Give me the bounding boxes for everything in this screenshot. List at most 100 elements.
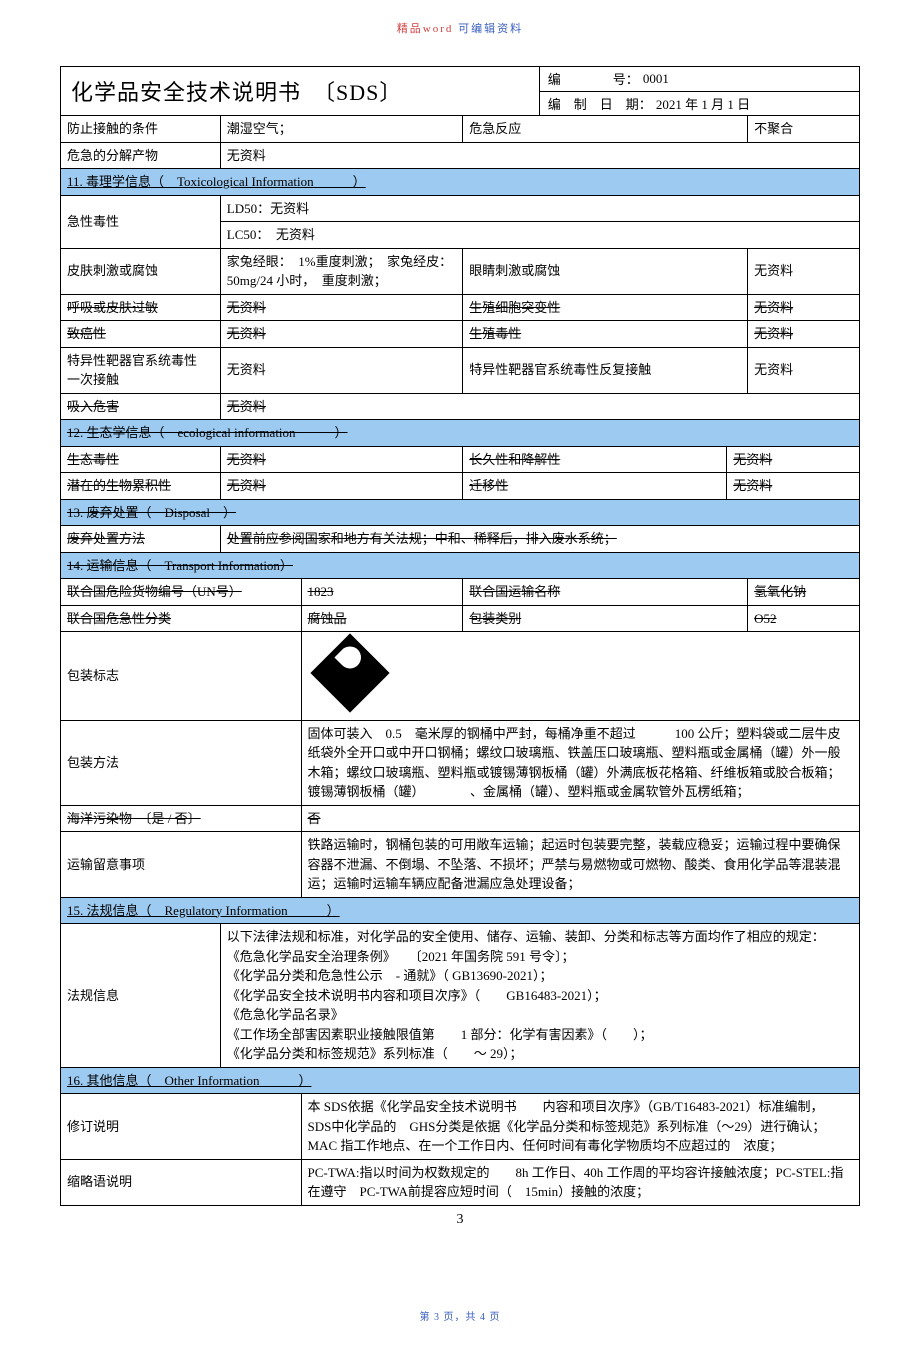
cell-value: 处置前应参阅国家和地方有关法规；中和、稀释后，排入废水系统； [220, 526, 859, 553]
table-row: 缩略语说明 PC-TWA:指以时间为权数规定的 8h 工作日、40h 工作周的平… [61, 1159, 860, 1205]
cell-value: LC50： 无资料 [220, 222, 859, 249]
table-row: 吸入危害 无资料 [61, 393, 860, 420]
table-row: 联合国危急性分类 腐蚀品 包装类别 O52 [61, 605, 860, 632]
cell-label: 联合国运输名称 [463, 579, 748, 606]
doc-number-value: 0001 [643, 71, 669, 87]
table-row: 特异性靶器官系统毒性 一次接触 无资料 特异性靶器官系统毒性反复接触 无资料 [61, 347, 860, 393]
table-row: 致癌性 无资料 生殖毒性 无资料 [61, 321, 860, 348]
cell-label: 防止接触的条件 [61, 116, 221, 143]
cell-value: 铁路运输时，钢桶包装的可用敞车运输；起运时包装要完整，装载应稳妥；运输过程中要确… [301, 832, 860, 898]
doc-date-row: 编 制 日 期： 2021 年 1 月 1 日 [540, 92, 859, 116]
corrosive-icon [310, 633, 389, 712]
table-row: 海洋污染物 〔是 / 否〕 否 [61, 805, 860, 832]
table-row: 法规信息 以下法律法规和标准，对化学品的安全使用、储存、运输、装卸、分类和标志等… [61, 924, 860, 1068]
cell-label: 危急反应 [463, 116, 748, 143]
cell-value [301, 632, 860, 721]
cell-label: 吸入危害 [61, 393, 221, 420]
cell-label: 迁移性 [463, 473, 727, 500]
table-row: 废弃处置方法 处置前应参阅国家和地方有关法规；中和、稀释后，排入废水系统； [61, 526, 860, 553]
page: 精品word 可编辑资料 化学品安全技术说明书 〔SDS〕 编 号： 0001 … [0, 0, 920, 1363]
cell-label: 生殖毒性 [463, 321, 748, 348]
cell-value: 1823 [301, 579, 463, 606]
cell-label: 急性毒性 [61, 195, 221, 248]
cell-label: 包装标志 [61, 632, 302, 721]
cell-label: 潜在的生物累积性 [61, 473, 221, 500]
cell-value: 无资料 [220, 321, 462, 348]
cell-value: 腐蚀品 [301, 605, 463, 632]
cell-value: PC-TWA:指以时间为权数规定的 8h 工作日、40h 工作周的平均容许接触浓… [301, 1159, 860, 1205]
cell-label: 法规信息 [61, 924, 221, 1068]
table-row: 皮肤刺激或腐蚀 家兔经眼： 1%重度刺激； 家兔经皮： 50mg/24 小时， … [61, 248, 860, 294]
cell-value: LD50：无资料 [220, 195, 859, 222]
cell-label: 废弃处置方法 [61, 526, 221, 553]
cell-value: 固体可装入 0.5 毫米厚的钢桶中严封，每桶净重不超过 100 公斤；塑料袋或二… [301, 720, 860, 805]
watermark-header: 精品word 可编辑资料 [60, 20, 860, 36]
page-number: 3 [60, 1212, 860, 1228]
cell-label: 包装类别 [463, 605, 748, 632]
section-title: 15. 法规信息（ Regulatory Information ） [61, 897, 860, 924]
cell-value: 无资料 [748, 294, 860, 321]
cell-value: O52 [748, 605, 860, 632]
cell-label: 海洋污染物 〔是 / 否〕 [61, 805, 302, 832]
cell-value: 无资料 [727, 446, 860, 473]
document-header: 化学品安全技术说明书 〔SDS〕 编 号： 0001 编 制 日 期： 2021… [60, 66, 860, 115]
section-title: 12. 生态学信息（ ecological information ） [61, 420, 860, 447]
doc-number-row: 编 号： 0001 [540, 67, 859, 92]
table-row: 包装标志 [61, 632, 860, 721]
cell-label: 修订说明 [61, 1094, 302, 1160]
cell-value: 无资料 [220, 347, 462, 393]
doc-date-label: 编 制 日 期： [548, 94, 652, 113]
cell-value: 无资料 [748, 321, 860, 348]
cell-value: 潮湿空气； [220, 116, 462, 143]
doc-date-value: 2021 年 1 月 1 日 [656, 94, 750, 113]
page-footer: 第 3 页，共 4 页 [60, 1308, 860, 1323]
table-row: 联合国危险货物编号（UN号） 1823 联合国运输名称 氢氧化钠 [61, 579, 860, 606]
cell-label: 特异性靶器官系统毒性 一次接触 [61, 347, 221, 393]
section-15-header: 15. 法规信息（ Regulatory Information ） [61, 897, 860, 924]
cell-value: 以下法律法规和标准，对化学品的安全使用、储存、运输、装卸、分类和标志等方面均作了… [220, 924, 859, 1068]
cell-label: 危急的分解产物 [61, 142, 221, 169]
cell-label: 呼吸或皮肤过敏 [61, 294, 221, 321]
section-title: 13. 废弃处置（ Disposal ） [61, 499, 860, 526]
document-title: 化学品安全技术说明书 〔SDS〕 [61, 67, 540, 115]
cell-label: 运输留意事项 [61, 832, 302, 898]
cell-value: 无资料 [748, 347, 860, 393]
cell-value: 无资料 [748, 248, 860, 294]
cell-value: 否 [301, 805, 860, 832]
cell-value: 不聚合 [748, 116, 860, 143]
cell-value: 无资料 [727, 473, 860, 500]
cell-label: 致癌性 [61, 321, 221, 348]
table-row: 潜在的生物累积性 无资料 迁移性 无资料 [61, 473, 860, 500]
watermark-right: 可编辑资料 [458, 23, 523, 35]
cell-label: 生殖细胞突变性 [463, 294, 748, 321]
cell-value: 家兔经眼： 1%重度刺激； 家兔经皮： 50mg/24 小时， 重度刺激； [220, 248, 462, 294]
cell-label: 联合国危急性分类 [61, 605, 302, 632]
watermark-left: 精品word [397, 23, 454, 35]
section-14-header: 14. 运输信息（ Transport Information） [61, 552, 860, 579]
cell-label: 眼睛刺激或腐蚀 [463, 248, 748, 294]
section-title: 14. 运输信息（ Transport Information） [61, 552, 860, 579]
cell-label: 联合国危险货物编号（UN号） [61, 579, 302, 606]
cell-value: 无资料 [220, 142, 859, 169]
cell-label: 长久性和降解性 [463, 446, 727, 473]
section-11-header: 11. 毒理学信息（ Toxicological Information ） [61, 169, 860, 196]
table-row: 呼吸或皮肤过敏 无资料 生殖细胞突变性 无资料 [61, 294, 860, 321]
doc-number-label: 编 号： [548, 69, 639, 88]
table-row: 生态毒性 无资料 长久性和降解性 无资料 [61, 446, 860, 473]
table-row: 危急的分解产物 无资料 [61, 142, 860, 169]
cell-value: 无资料 [220, 393, 859, 420]
cell-value: 本 SDS依据《化学品安全技术说明书 内容和项目次序》（GB/T16483-20… [301, 1094, 860, 1160]
table-row: 防止接触的条件 潮湿空气； 危急反应 不聚合 [61, 116, 860, 143]
table-row: 运输留意事项 铁路运输时，钢桶包装的可用敞车运输；起运时包装要完整，装载应稳妥；… [61, 832, 860, 898]
cell-label: 皮肤刺激或腐蚀 [61, 248, 221, 294]
cell-label: 缩略语说明 [61, 1159, 302, 1205]
section-title: 11. 毒理学信息（ Toxicological Information ） [61, 169, 860, 196]
cell-value: 无资料 [220, 446, 462, 473]
cell-label: 生态毒性 [61, 446, 221, 473]
section-16-header: 16. 其他信息（ Other Information ） [61, 1067, 860, 1094]
cell-label: 包装方法 [61, 720, 302, 805]
document-meta: 编 号： 0001 编 制 日 期： 2021 年 1 月 1 日 [540, 67, 859, 115]
cell-label: 特异性靶器官系统毒性反复接触 [463, 347, 748, 393]
cell-value: 无资料 [220, 473, 462, 500]
cell-value: 氢氧化钠 [748, 579, 860, 606]
